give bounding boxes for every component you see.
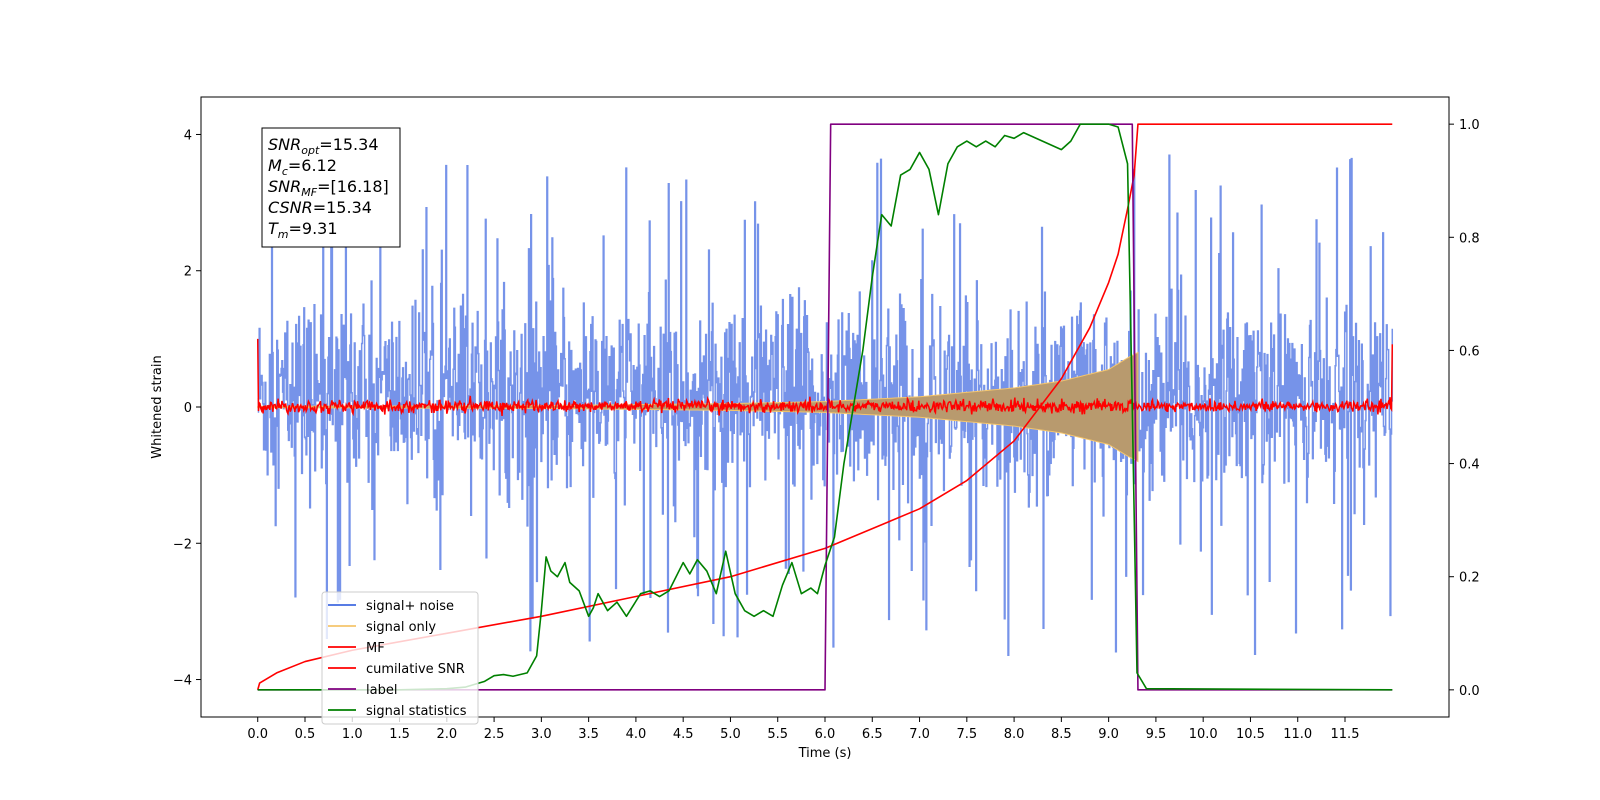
x-tick-label: 4.5 [673, 727, 694, 742]
y2-tick-label: 0.0 [1459, 684, 1480, 699]
x-tick-label: 11.5 [1331, 727, 1360, 742]
y2-tick-label: 0.4 [1459, 458, 1480, 473]
y-tick-label: −4 [173, 674, 192, 689]
x-tick-label: 10.5 [1236, 727, 1265, 742]
x-tick-label: 0.0 [247, 727, 268, 742]
y2-tick-label: 1.0 [1459, 118, 1480, 133]
series-signal-statistics [257, 123, 1393, 691]
x-tick-label: 9.0 [1098, 727, 1119, 742]
x-tick-label: 3.5 [578, 727, 599, 742]
x-tick-label: 1.0 [342, 727, 363, 742]
x-tick-label: 0.5 [295, 727, 316, 742]
x-tick-label: 5.5 [767, 727, 788, 742]
x-tick-label: 10.0 [1189, 727, 1218, 742]
x-axis-label: Time (s) [798, 746, 852, 761]
y2-tick-label: 0.2 [1459, 571, 1480, 586]
legend: signal+ noise signal only MF cumilative SNR… [321, 591, 479, 725]
y-tick-label: 0 [184, 401, 192, 416]
x-tick-label: 8.5 [1051, 727, 1072, 742]
y-tick-label: 2 [184, 265, 192, 280]
legend-label: signal+ noise [366, 599, 454, 614]
y-axis-right: 1.0 0.8 0.6 0.4 0.2 0.0 [1449, 118, 1480, 699]
series-cumulative-snr [256, 123, 1393, 691]
series-label [257, 123, 1393, 691]
annotation-line: Tm=9.31 [268, 219, 338, 241]
legend-label: cumilative SNR [366, 662, 465, 677]
x-tick-label: 7.5 [956, 727, 977, 742]
x-tick-label: 2.5 [484, 727, 505, 742]
x-tick-label: 11.0 [1283, 727, 1312, 742]
legend-label: signal only [366, 620, 436, 635]
legend-label: signal statistics [366, 704, 467, 719]
legend-frame [321, 591, 479, 725]
x-tick-label: 2.0 [436, 727, 457, 742]
y-axis-label: Whitened strain [150, 355, 165, 458]
series-mf [256, 338, 1394, 417]
x-tick-label: 6.0 [815, 727, 836, 742]
y2-tick-label: 0.6 [1459, 344, 1480, 359]
annotation-line: SNRMF=[16.18] [268, 177, 389, 199]
y2-tick-label: 0.8 [1459, 231, 1480, 246]
x-tick-label: 1.5 [389, 727, 410, 742]
series-signal-noise [257, 154, 1394, 656]
x-tick-label: 6.5 [862, 727, 883, 742]
x-tick-label: 8.0 [1004, 727, 1025, 742]
x-tick-label: 7.0 [909, 727, 930, 742]
annotation-line: CSNR=15.34 [268, 198, 372, 217]
annotation-frame [261, 127, 401, 248]
x-tick-label: 3.0 [531, 727, 552, 742]
x-axis: 0.0 0.5 1.0 1.5 2.0 2.5 3.0 3.5 4.0 4.5 5.0 5.5 6.0 6… [247, 717, 1359, 742]
annotation-line: SNRopt=15.34 [268, 135, 379, 157]
annotation-box: SNRopt=15.34Mc=6.12SNRMF=[16.18]CSNR=15.… [261, 127, 401, 248]
x-tick-label: 4.0 [626, 727, 647, 742]
x-tick-label: 9.5 [1146, 727, 1167, 742]
y-tick-label: 4 [184, 128, 192, 143]
y-tick-label: −2 [173, 537, 192, 552]
y-axis-left: 4 2 0 −2 −4 [173, 128, 201, 689]
x-tick-label: 5.0 [720, 727, 741, 742]
legend-label: label [366, 683, 397, 698]
annotation-line: Mc=6.12 [268, 156, 337, 178]
plot-area [256, 123, 1394, 691]
legend-label: MF [366, 641, 385, 656]
